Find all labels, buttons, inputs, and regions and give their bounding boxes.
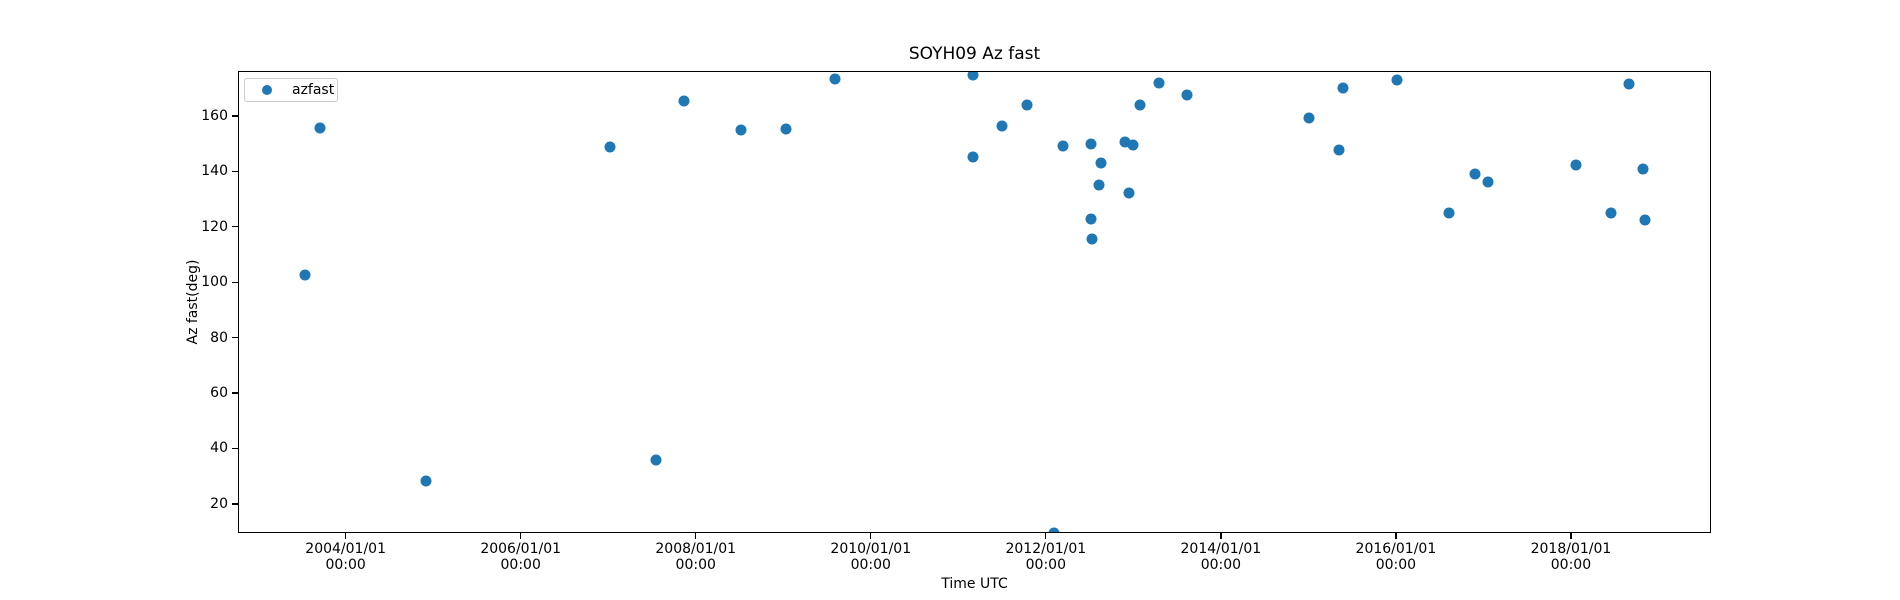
data-point	[1021, 99, 1033, 111]
y-tick-label: 20	[210, 495, 228, 512]
data-point	[1181, 89, 1193, 101]
data-point	[1303, 112, 1315, 124]
data-point	[1333, 144, 1345, 156]
plot-area: azfast	[238, 71, 1711, 533]
data-point	[996, 120, 1008, 132]
x-tick-label-line: 00:00	[1200, 557, 1242, 573]
x-tick-label: 2012/01/01 00:00	[966, 541, 1126, 573]
y-tick-label: 160	[201, 107, 228, 124]
data-point	[1605, 207, 1617, 219]
data-point	[1093, 179, 1105, 191]
data-point	[299, 269, 311, 281]
y-tick-mark	[232, 503, 238, 505]
x-tick-label: 2014/01/01 00:00	[1141, 541, 1301, 573]
x-tick-label-line: 2008/01/01	[655, 541, 737, 557]
y-tick-mark	[232, 115, 238, 117]
data-point	[1639, 214, 1651, 226]
data-point	[1637, 163, 1649, 175]
points-layer	[239, 72, 1710, 532]
y-tick-label: 80	[210, 329, 228, 346]
data-point	[420, 475, 432, 487]
data-point	[1153, 77, 1165, 89]
x-tick-mark	[345, 533, 347, 539]
x-tick-label-line: 00:00	[500, 557, 541, 573]
y-tick-mark	[232, 336, 238, 339]
x-tick-mark	[520, 533, 522, 539]
data-point	[1095, 157, 1107, 169]
y-tick-label: 120	[201, 218, 228, 235]
data-point	[1570, 159, 1582, 171]
data-point	[829, 73, 841, 85]
x-tick-label-line: 2004/01/01	[305, 541, 386, 557]
x-tick-label: 2004/01/01 00:00	[266, 541, 426, 573]
x-tick-label-line: 2012/01/01	[1005, 541, 1087, 557]
data-point	[780, 123, 792, 135]
x-tick-label-line: 2014/01/01	[1180, 541, 1262, 557]
x-axis-label: Time UTC	[941, 576, 1008, 592]
legend: azfast	[244, 78, 338, 102]
y-tick-label: 60	[210, 385, 228, 402]
x-tick-mark	[1570, 533, 1572, 539]
data-point	[1391, 74, 1403, 86]
data-point	[735, 124, 746, 136]
x-tick-label-line: 2016/01/01	[1355, 541, 1437, 557]
data-point	[314, 122, 326, 134]
x-tick-mark	[1220, 533, 1222, 539]
data-point	[1127, 139, 1139, 151]
data-point	[1443, 207, 1455, 219]
x-tick-label: 2008/01/01 00:00	[616, 541, 776, 573]
data-point	[604, 141, 616, 153]
y-tick-mark	[232, 447, 238, 450]
y-tick-label: 140	[201, 163, 228, 180]
data-point	[967, 72, 979, 81]
x-tick-label-line: 00:00	[1550, 557, 1592, 573]
y-tick-mark	[232, 170, 238, 172]
x-tick-mark	[1395, 533, 1397, 539]
data-point	[678, 95, 690, 107]
x-tick-label-line: 2018/01/01	[1530, 541, 1612, 557]
chart-title: SOYH09 Az fast	[908, 44, 1041, 64]
data-point	[1123, 187, 1135, 199]
x-tick-label-line: 00:00	[675, 557, 716, 573]
data-point	[1057, 140, 1069, 152]
y-tick-label: 100	[201, 274, 228, 291]
data-point	[1134, 99, 1146, 111]
data-point	[1086, 233, 1098, 245]
data-point	[650, 454, 662, 466]
data-point	[1048, 527, 1060, 532]
x-tick-label-line: 00:00	[1375, 557, 1417, 573]
x-tick-label-line: 00:00	[1025, 557, 1066, 573]
legend-marker-icon	[262, 85, 272, 95]
data-point	[967, 151, 979, 163]
x-tick-label-line: 00:00	[325, 557, 366, 573]
x-tick-mark	[1045, 533, 1047, 539]
y-tick-mark	[232, 281, 238, 283]
x-tick-mark	[870, 533, 872, 539]
x-tick-label-line: 00:00	[850, 557, 891, 573]
data-point	[1119, 136, 1131, 148]
data-point	[1623, 78, 1635, 90]
x-tick-label: 2010/01/01 00:00	[791, 541, 951, 573]
data-point	[1337, 82, 1349, 94]
legend-label: azfast	[292, 82, 335, 98]
y-tick-mark	[232, 226, 238, 228]
x-tick-label: 2018/01/01 00:00	[1491, 541, 1651, 573]
x-tick-mark	[695, 533, 697, 539]
data-point	[1085, 213, 1097, 225]
x-tick-label: 2016/01/01 00:00	[1316, 541, 1476, 573]
y-tick-label: 40	[210, 440, 228, 457]
data-point	[1482, 176, 1494, 188]
data-point	[1469, 168, 1481, 180]
y-tick-mark	[232, 392, 238, 394]
x-tick-label-line: 2006/01/01	[480, 541, 562, 557]
x-tick-label: 2006/01/01 00:00	[441, 541, 601, 573]
x-tick-label-line: 2010/01/01	[830, 541, 912, 557]
data-point	[1085, 138, 1097, 150]
